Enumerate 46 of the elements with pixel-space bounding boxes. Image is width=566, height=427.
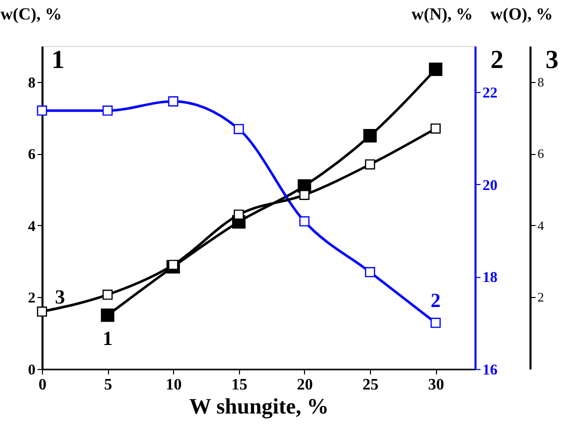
y2-tick-label: 20 (482, 178, 498, 194)
point (234, 210, 244, 220)
point (36, 106, 48, 116)
y-tick-label: 2 (28, 290, 36, 307)
y-tick-label: 6 (28, 147, 36, 164)
point (299, 190, 310, 200)
point (364, 159, 376, 170)
point (430, 123, 441, 134)
y2-tick-label: 22 (482, 86, 498, 102)
point (363, 129, 377, 142)
x-tick-label: 25 (362, 376, 379, 394)
point (428, 62, 442, 76)
point (299, 216, 310, 226)
y3-tick-label: 6 (538, 146, 544, 162)
text: 3 (546, 45, 558, 74)
y-tick-label: 0 (28, 362, 36, 378)
point (102, 106, 113, 116)
y2-axis-title: w(N), % (412, 4, 473, 24)
x-tick-label: 0 (38, 376, 46, 394)
x-tick-label: 10 (166, 376, 182, 394)
series-label: 2 (430, 290, 441, 312)
series-label: 3 (55, 286, 65, 309)
x-tick-label: 5 (104, 376, 112, 394)
text: 1 (52, 45, 64, 74)
y-axis-title: w(C), % (0, 4, 62, 24)
y-tick-label: 4 (28, 218, 36, 235)
y3-tick-label: 4 (538, 218, 544, 233)
y2-tick-label: 18 (482, 270, 498, 286)
point (100, 308, 114, 322)
point (102, 290, 113, 300)
point (168, 96, 178, 106)
text: 2 (490, 45, 504, 74)
x-tick-label: 30 (428, 376, 444, 394)
series-label: 1 (102, 328, 113, 350)
x-tick-label: 20 (296, 376, 313, 394)
point (234, 124, 244, 134)
point (430, 318, 441, 328)
point (36, 306, 48, 317)
y3-tick-label: 2 (538, 290, 544, 305)
y-tick-label: 8 (28, 75, 36, 92)
y3-axis-title: w(O), % (490, 4, 553, 24)
y3-tick-label: 8 (538, 74, 544, 90)
x-axis-title: W shungite, % (189, 394, 329, 418)
x-tick-label: 15 (231, 376, 248, 394)
point (364, 267, 376, 278)
y2-tick-label: 16 (482, 362, 498, 378)
